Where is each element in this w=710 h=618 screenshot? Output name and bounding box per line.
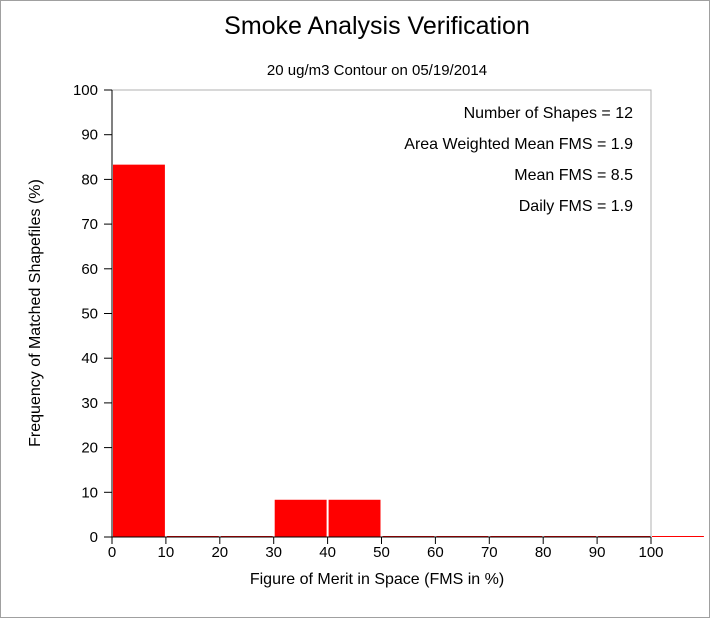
x-tick-label-50: 50 [373, 544, 390, 561]
y-tick-label-90: 90 [81, 127, 98, 144]
y-tick-label-100: 100 [73, 82, 98, 99]
stat-annotation-3: Mean FMS = 8.5 [514, 167, 633, 184]
stat-annotation-2: Area Weighted Mean FMS = 1.9 [404, 136, 633, 153]
y-tick-label-0: 0 [90, 529, 98, 546]
plot-frame [111, 89, 652, 538]
histogram-bar-0 [113, 164, 165, 538]
y-tick-label-30: 30 [81, 395, 98, 412]
y-tick-label-40: 40 [81, 350, 98, 367]
y-tick-label-10: 10 [81, 484, 98, 501]
x-axis-title: Figure of Merit in Space (FMS in %) [250, 571, 504, 588]
y-tick-label-80: 80 [81, 171, 98, 188]
plot-area: 0 10 20 30 40 50 60 70 80 90 100 0 10 20 30 40 50 60 70 80 9… [73, 82, 704, 561]
y-tick-label-60: 60 [81, 261, 98, 278]
chart-subtitle: 20 ug/m3 Contour on 05/19/2014 [267, 62, 487, 79]
x-tick-label-60: 60 [427, 544, 444, 561]
y-tick-label-20: 20 [81, 440, 98, 457]
histogram-bar-40 [328, 499, 381, 537]
x-tick-label-80: 80 [535, 544, 552, 561]
histogram-bar-30 [274, 499, 327, 537]
y-tick-label-50: 50 [81, 306, 98, 323]
x-tick-label-70: 70 [481, 544, 498, 561]
y-axis-title: Frequency of Matched Shapefiles (%) [27, 179, 44, 447]
x-tick-label-20: 20 [211, 544, 228, 561]
x-tick-label-40: 40 [319, 544, 336, 561]
chart-title: Smoke Analysis Verification [224, 12, 530, 40]
x-tick-label-10: 10 [158, 544, 175, 561]
x-tick-label-90: 90 [589, 544, 606, 561]
x-tick-label-0: 0 [108, 544, 116, 561]
x-tick-label-30: 30 [265, 544, 282, 561]
stat-annotation-1: Number of Shapes = 12 [464, 105, 634, 122]
histogram-bar-100 [652, 536, 704, 537]
x-tick-label-100: 100 [638, 544, 663, 561]
y-tick-label-70: 70 [81, 216, 98, 233]
stat-annotation-4: Daily FMS = 1.9 [519, 198, 633, 215]
